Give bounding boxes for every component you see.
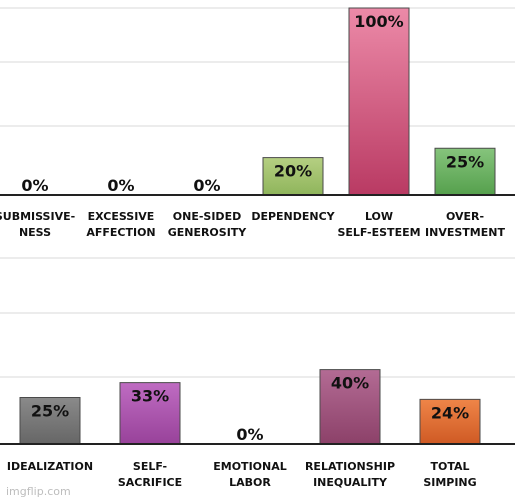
chart-1-bar [348, 7, 410, 196]
chart-2-value-label: 40% [331, 374, 369, 393]
chart-2-category-label: SELF- [133, 460, 167, 473]
chart-1-category-label: EXCESSIVE [88, 210, 155, 223]
chart-2-category-label: RELATIONSHIP [305, 460, 395, 473]
chart-1-category-label: GENEROSITY [168, 226, 248, 239]
chart-2-value-label: 25% [31, 402, 69, 421]
chart-1-value-label: 25% [446, 152, 484, 171]
chart-2-value-label: 0% [236, 425, 263, 444]
chart-1-category-label: DEPENDENCY [251, 210, 335, 223]
chart-1-category-label: SUBMISSIVE- [0, 210, 75, 223]
chart-1-value-label: 100% [354, 12, 403, 31]
chart-1-category-label: NESS [19, 226, 51, 239]
chart-2-value-label: 24% [431, 403, 469, 422]
chart-1-category-label: INVESTMENT [425, 226, 505, 239]
chart-1-category-label: AFFECTION [86, 226, 155, 239]
chart-2-category-label: SACRIFICE [118, 476, 182, 489]
chart-1-value-label: 20% [274, 162, 312, 181]
chart-1-value-label: 0% [107, 176, 134, 195]
chart-2-category-label: LABOR [229, 476, 271, 489]
chart-2-bar [119, 382, 181, 445]
chart-1-category-label: ONE-SIDED [173, 210, 241, 223]
chart-2-category-label: SIMPING [423, 476, 476, 489]
chart-1-bar [262, 157, 324, 196]
chart-1-bar [434, 147, 496, 196]
chart-2-bar [419, 398, 481, 445]
chart-2-category-label: IDEALIZATION [7, 460, 93, 473]
chart-1-value-label: 0% [21, 176, 48, 195]
chart-2-value-label: 33% [131, 387, 169, 406]
chart-1-category-label: SELF-ESTEEM [337, 226, 420, 239]
chart-2-bar [319, 369, 381, 445]
chart-2-category-label: TOTAL [430, 460, 469, 473]
chart-1-value-label: 0% [193, 176, 220, 195]
chart-2-category-label: EMOTIONAL [213, 460, 287, 473]
chart-2-category-label: INEQUALITY [313, 476, 388, 489]
chart-1-category-label: LOW [365, 210, 393, 223]
chart-1-category-label: OVER- [446, 210, 484, 223]
chart-2-bar [19, 397, 81, 445]
